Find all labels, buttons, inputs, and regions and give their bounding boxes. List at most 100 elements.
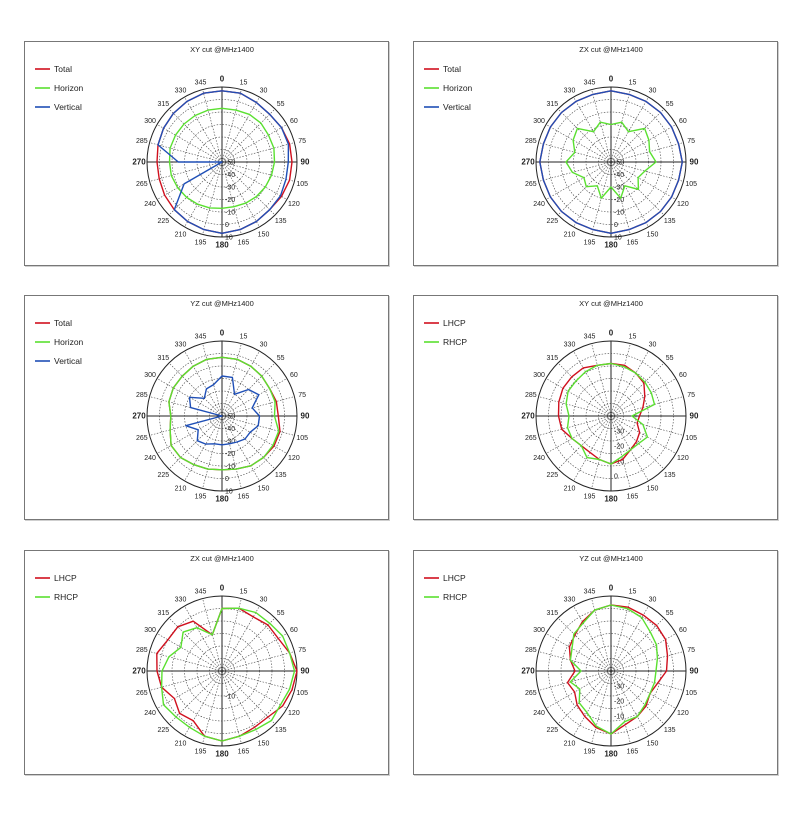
angle-tick-label: 210 bbox=[175, 231, 187, 238]
grid-spoke bbox=[610, 415, 649, 482]
radial-tick-label: -10 bbox=[614, 459, 624, 466]
grid-spoke bbox=[221, 415, 242, 489]
grid-spoke bbox=[221, 96, 260, 163]
angle-tick-label: 240 bbox=[533, 455, 545, 462]
radial-tick-label: 0 bbox=[614, 474, 618, 481]
polar-chart: ZX cut @MHz1400 0 15 30 55 60 75 90 105 120 135 150… bbox=[35, 554, 310, 759]
angle-tick-label: 330 bbox=[564, 597, 576, 604]
grid-spoke bbox=[221, 633, 288, 672]
grid-spoke bbox=[591, 670, 612, 744]
grid-spoke bbox=[610, 670, 677, 709]
angle-tick-label: 265 bbox=[136, 435, 148, 442]
grid-spoke bbox=[202, 89, 223, 163]
angle-tick-label: 90 bbox=[690, 158, 699, 167]
grid-spoke bbox=[221, 670, 288, 709]
chart-panel-yz-total: YZ cut @MHz1400 0 15 30 55 60 75 90 105 120 135 150… bbox=[24, 295, 389, 520]
angle-tick-label: 55 bbox=[277, 610, 285, 617]
legend-label-vertical: Vertical bbox=[443, 102, 471, 112]
angle-tick-label: 210 bbox=[175, 740, 187, 747]
angle-tick-label: 60 bbox=[679, 372, 687, 379]
radial-tick-label: -10 bbox=[614, 210, 624, 217]
radial-tick-label: 0 bbox=[614, 222, 618, 229]
grid-spoke bbox=[202, 161, 223, 235]
angle-tick-label: 90 bbox=[690, 412, 699, 421]
grid-spoke bbox=[184, 605, 223, 672]
grid-spoke bbox=[591, 598, 612, 672]
angle-tick-label: 165 bbox=[238, 240, 250, 247]
grid-spoke bbox=[184, 161, 223, 228]
angle-tick-label: 270 bbox=[132, 412, 146, 421]
grid-spoke bbox=[610, 670, 649, 737]
grid-spoke bbox=[168, 108, 223, 163]
angle-tick-label: 210 bbox=[564, 740, 576, 747]
angle-tick-label: 55 bbox=[666, 355, 674, 362]
angle-tick-label: 270 bbox=[132, 667, 146, 676]
angle-tick-label: 150 bbox=[647, 485, 659, 492]
angle-tick-label: 90 bbox=[301, 667, 310, 676]
series-line-rhcp bbox=[160, 607, 296, 742]
grid-spoke bbox=[557, 415, 612, 470]
angle-tick-label: 15 bbox=[240, 333, 248, 340]
angle-tick-label: 15 bbox=[629, 333, 637, 340]
angle-tick-label: 60 bbox=[679, 627, 687, 634]
series-line-vertical bbox=[157, 90, 290, 235]
grid-spoke bbox=[610, 350, 649, 417]
grid-spoke bbox=[221, 161, 288, 200]
legend-label-lhcp: LHCP bbox=[443, 573, 466, 583]
grid-spoke bbox=[610, 124, 677, 163]
angle-tick-label: 270 bbox=[521, 412, 535, 421]
radial-tick-label: 0 bbox=[225, 222, 229, 229]
angle-tick-label: 225 bbox=[546, 727, 558, 734]
angle-tick-label: 345 bbox=[195, 79, 207, 86]
angle-tick-label: 75 bbox=[687, 392, 695, 399]
grid-spoke bbox=[610, 161, 649, 228]
series-line-horizon bbox=[168, 107, 276, 210]
radial-tick-label: -10 bbox=[614, 714, 624, 721]
legend-label-vertical: Vertical bbox=[54, 102, 82, 112]
angle-tick-label: 150 bbox=[258, 231, 270, 238]
grid-spoke bbox=[545, 124, 612, 163]
grid-spoke bbox=[221, 415, 276, 470]
angle-tick-label: 120 bbox=[677, 455, 689, 462]
grid-spoke bbox=[610, 617, 665, 672]
radial-tick-label: -10 bbox=[225, 464, 235, 471]
angle-tick-label: 195 bbox=[195, 240, 207, 247]
grid-spoke bbox=[545, 415, 612, 454]
angle-tick-label: 240 bbox=[144, 455, 156, 462]
angle-tick-label: 0 bbox=[609, 329, 614, 338]
legend-label-rhcp: RHCP bbox=[443, 592, 467, 602]
angle-tick-label: 15 bbox=[629, 588, 637, 595]
legend-label-total: Total bbox=[443, 64, 461, 74]
angle-tick-label: 60 bbox=[290, 627, 298, 634]
angle-tick-label: 210 bbox=[175, 485, 187, 492]
angle-tick-label: 180 bbox=[604, 241, 618, 250]
angle-tick-label: 0 bbox=[609, 584, 614, 593]
grid-spoke bbox=[202, 415, 223, 489]
radial-tick-label: -30 bbox=[614, 684, 624, 691]
chart-panel-zx-total: ZX cut @MHz1400 0 15 30 55 60 75 90 105 120 135 150… bbox=[413, 41, 778, 266]
angle-tick-label: 60 bbox=[679, 118, 687, 125]
grid-spoke bbox=[221, 161, 242, 235]
grid-spoke bbox=[221, 161, 260, 228]
grid-spoke bbox=[610, 89, 631, 163]
radial-tick-label: -50 bbox=[614, 160, 624, 167]
angle-tick-label: 165 bbox=[238, 494, 250, 501]
grid-spoke bbox=[545, 378, 612, 417]
radial-tick-label: -20 bbox=[225, 451, 235, 458]
grid-spoke bbox=[221, 415, 260, 482]
angle-tick-label: 120 bbox=[677, 201, 689, 208]
grid-spoke bbox=[591, 343, 612, 417]
grid-spoke bbox=[156, 415, 223, 454]
angle-tick-label: 240 bbox=[533, 710, 545, 717]
radial-tick-label: -30 bbox=[614, 429, 624, 436]
grid-spoke bbox=[591, 89, 612, 163]
grid-spoke bbox=[221, 670, 260, 737]
radial-tick-label: -20 bbox=[614, 444, 624, 451]
grid-spoke bbox=[573, 605, 612, 672]
grid-spoke bbox=[221, 89, 242, 163]
angle-tick-label: 0 bbox=[609, 75, 614, 84]
angle-tick-label: 105 bbox=[296, 435, 308, 442]
angle-tick-label: 135 bbox=[664, 727, 676, 734]
angle-tick-label: 225 bbox=[157, 472, 169, 479]
legend-label-total: Total bbox=[54, 64, 72, 74]
